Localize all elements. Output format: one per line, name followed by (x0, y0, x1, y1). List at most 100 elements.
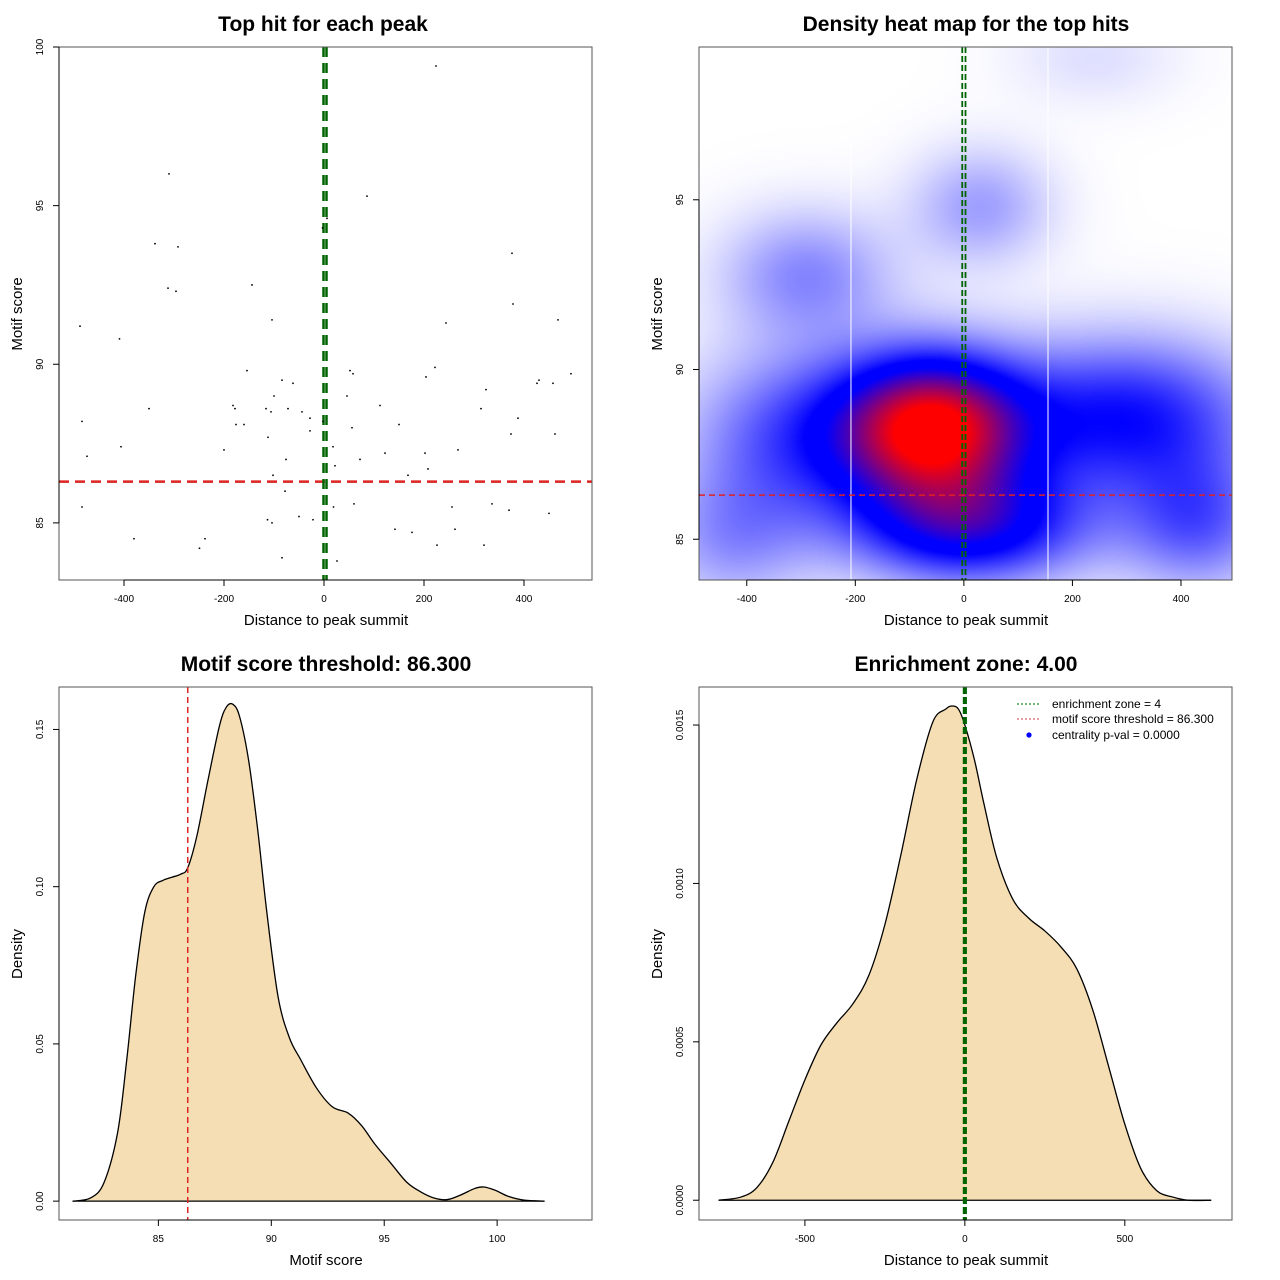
data-point (251, 284, 253, 286)
scatter-ylabel: Motif score (9, 277, 26, 350)
data-point (265, 407, 267, 410)
data-point (175, 290, 177, 293)
y-tick-label: 0.0015 (675, 709, 686, 740)
data-point (272, 474, 274, 477)
data-point (232, 404, 234, 407)
data-point (168, 173, 170, 175)
data-point (309, 429, 311, 432)
data-point (243, 423, 245, 426)
heatmap-title: Density heat map for the top hits (803, 13, 1130, 36)
data-point (332, 445, 334, 448)
score-density-title: Motif score threshold: 86.300 (181, 653, 472, 676)
data-point (407, 474, 409, 477)
data-point (332, 506, 335, 508)
data-point (198, 547, 201, 550)
data-point (321, 226, 324, 229)
data-point (285, 458, 287, 461)
data-point (154, 242, 156, 245)
data-point (491, 502, 493, 505)
legend-entry-centrality-pval: centrality p-val = 0.0000 (1052, 728, 1180, 742)
data-point (394, 528, 396, 531)
x-tick-label: -400 (114, 594, 134, 605)
data-point (301, 410, 303, 413)
data-point (79, 325, 81, 328)
data-point (366, 195, 368, 198)
data-point (281, 556, 283, 559)
y-tick-label: 0.0000 (675, 1185, 686, 1216)
data-point (322, 420, 324, 423)
x-tick-label: -500 (795, 1234, 815, 1245)
data-point (234, 407, 236, 410)
data-point (359, 458, 361, 461)
data-point (312, 518, 314, 521)
distance-density-ylabel: Density (649, 928, 666, 979)
score-density-plot-area (72, 687, 545, 1220)
data-point (334, 464, 336, 467)
scatter-plot-area (59, 47, 592, 580)
data-point (81, 506, 83, 508)
heatmap-panel: Density heat map for the top hits -400 -2… (649, 13, 1233, 629)
data-point (398, 423, 400, 426)
data-point (427, 468, 429, 470)
data-point (235, 423, 237, 426)
y-tick-label: 0.0005 (675, 1026, 686, 1057)
data-point (246, 369, 248, 372)
y-tick-label: 85 (675, 533, 686, 545)
data-point (120, 445, 122, 448)
y-tick-label: 90 (35, 358, 46, 370)
x-tick-label: -400 (737, 594, 757, 605)
score-density-xlabel: Motif score (289, 1252, 362, 1269)
y-tick-label: 85 (35, 517, 46, 529)
data-point (424, 452, 426, 454)
x-tick-label: 400 (1173, 594, 1190, 605)
data-point (351, 426, 353, 429)
distance-density-axes: -500 0 500 0.0000 0.0005 0.0010 0.0015 (675, 709, 1134, 1245)
data-point (570, 372, 572, 375)
data-point (223, 449, 225, 451)
y-tick-label: 0.00 (35, 1191, 46, 1211)
x-tick-label: 85 (153, 1234, 165, 1245)
legend-blue-dot-icon (1026, 732, 1032, 738)
data-point (287, 407, 289, 410)
data-point (177, 245, 179, 248)
score-density-axes: 85 90 95 100 0.00 0.05 0.10 0.15 (35, 719, 506, 1245)
data-point (270, 410, 272, 413)
data-point (554, 433, 556, 435)
y-tick-label: 0.15 (35, 719, 46, 739)
data-point (411, 531, 413, 534)
data-point (511, 252, 513, 255)
density-curve (72, 702, 545, 1202)
y-tick-label: 0.0010 (675, 868, 686, 899)
data-point (425, 376, 427, 378)
data-point (167, 287, 169, 290)
data-point (548, 512, 550, 515)
data-point (538, 379, 540, 382)
data-point (281, 379, 283, 382)
data-point (552, 382, 554, 385)
data-point (273, 395, 275, 397)
data-point (148, 407, 150, 410)
data-point (81, 420, 83, 423)
heatmap-plot-area (699, 47, 1232, 580)
data-point (346, 395, 348, 397)
data-point (445, 322, 447, 324)
x-tick-label: 200 (416, 594, 433, 605)
data-point (353, 502, 355, 505)
x-tick-label: -200 (845, 594, 865, 605)
data-point (483, 544, 485, 547)
data-point (435, 65, 437, 67)
heatmap-xlabel: Distance to peak summit (884, 612, 1049, 629)
x-tick-label: 95 (379, 1234, 391, 1245)
data-point (309, 417, 311, 420)
legend: enrichment zone = 4 motif score threshol… (1017, 697, 1214, 742)
scatter-panel: Top hit for each peak -400 -200 0 200 400 85 9… (9, 13, 593, 629)
data-point (271, 521, 273, 524)
x-tick-label: 90 (266, 1234, 278, 1245)
data-point (485, 388, 487, 391)
data-point (510, 433, 512, 435)
x-tick-label: 100 (489, 1234, 506, 1245)
x-tick-label: 200 (1064, 594, 1081, 605)
distance-density-plot-area (718, 687, 1212, 1220)
data-point (326, 217, 328, 220)
